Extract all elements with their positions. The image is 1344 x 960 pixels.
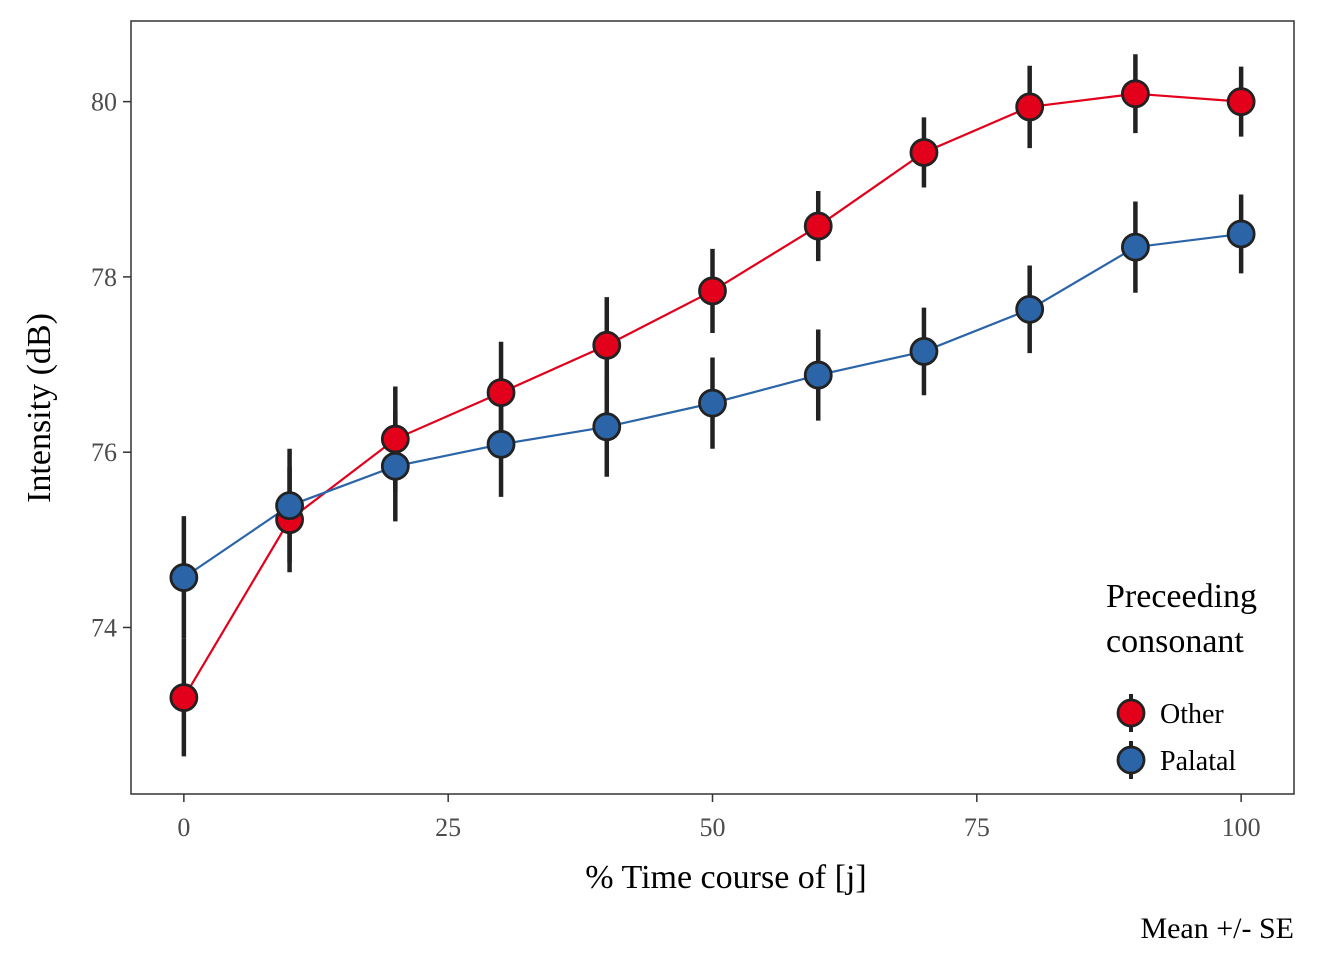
- data-point-other: [909, 138, 939, 167]
- data-point-other: [169, 683, 199, 712]
- y-tick-label: 78: [91, 263, 117, 292]
- legend: Preceeding consonant Other Palatal: [1106, 578, 1257, 779]
- data-point-other: [803, 211, 833, 241]
- legend-label-palatal: Palatal: [1160, 746, 1236, 777]
- legend-keys: Other Palatal: [1116, 694, 1236, 779]
- y-tick-label: 74: [91, 613, 117, 642]
- x-axis-title: % Time course of [j]: [585, 859, 866, 896]
- data-point-palatal: [698, 388, 727, 418]
- y-tick-label: 80: [91, 88, 117, 117]
- data-point-other: [380, 424, 410, 454]
- data-point-palatal: [486, 429, 516, 459]
- data-point-other: [1015, 92, 1045, 122]
- x-tick-label: 75: [964, 813, 990, 842]
- data-point-palatal: [1226, 219, 1256, 249]
- axes: 0 25 50 75 100 74 76 78 80: [91, 88, 1261, 842]
- y-tick-label: 76: [91, 438, 117, 467]
- legend-key-palatal: [1116, 745, 1146, 775]
- caption: Mean +/- SE: [1140, 912, 1294, 945]
- x-tick-label: 0: [177, 813, 190, 842]
- data-point-other: [486, 378, 516, 408]
- data-point-palatal: [803, 360, 833, 390]
- data-point-palatal: [169, 563, 199, 592]
- legend-title-line-1: Preceeding: [1106, 578, 1257, 615]
- chart-marks: [169, 54, 1256, 757]
- x-tick-label: 100: [1222, 813, 1261, 842]
- x-tick-label: 25: [435, 813, 461, 842]
- legend-key-other: [1116, 698, 1146, 728]
- data-point-other: [1226, 87, 1256, 117]
- data-point-palatal: [592, 412, 622, 442]
- data-point-palatal: [909, 337, 939, 366]
- data-point-other: [1121, 79, 1150, 109]
- x-tick-label: 50: [700, 813, 726, 842]
- data-point-palatal: [380, 451, 410, 481]
- data-point-palatal: [275, 491, 304, 521]
- y-axis-title: Intensity (dB): [21, 313, 58, 503]
- legend-title-line-2: consonant: [1106, 623, 1244, 660]
- legend-label-other: Other: [1160, 699, 1224, 730]
- data-point-palatal: [1121, 232, 1150, 262]
- data-point-other: [592, 330, 622, 360]
- data-point-other: [698, 276, 727, 306]
- data-point-palatal: [1015, 294, 1045, 324]
